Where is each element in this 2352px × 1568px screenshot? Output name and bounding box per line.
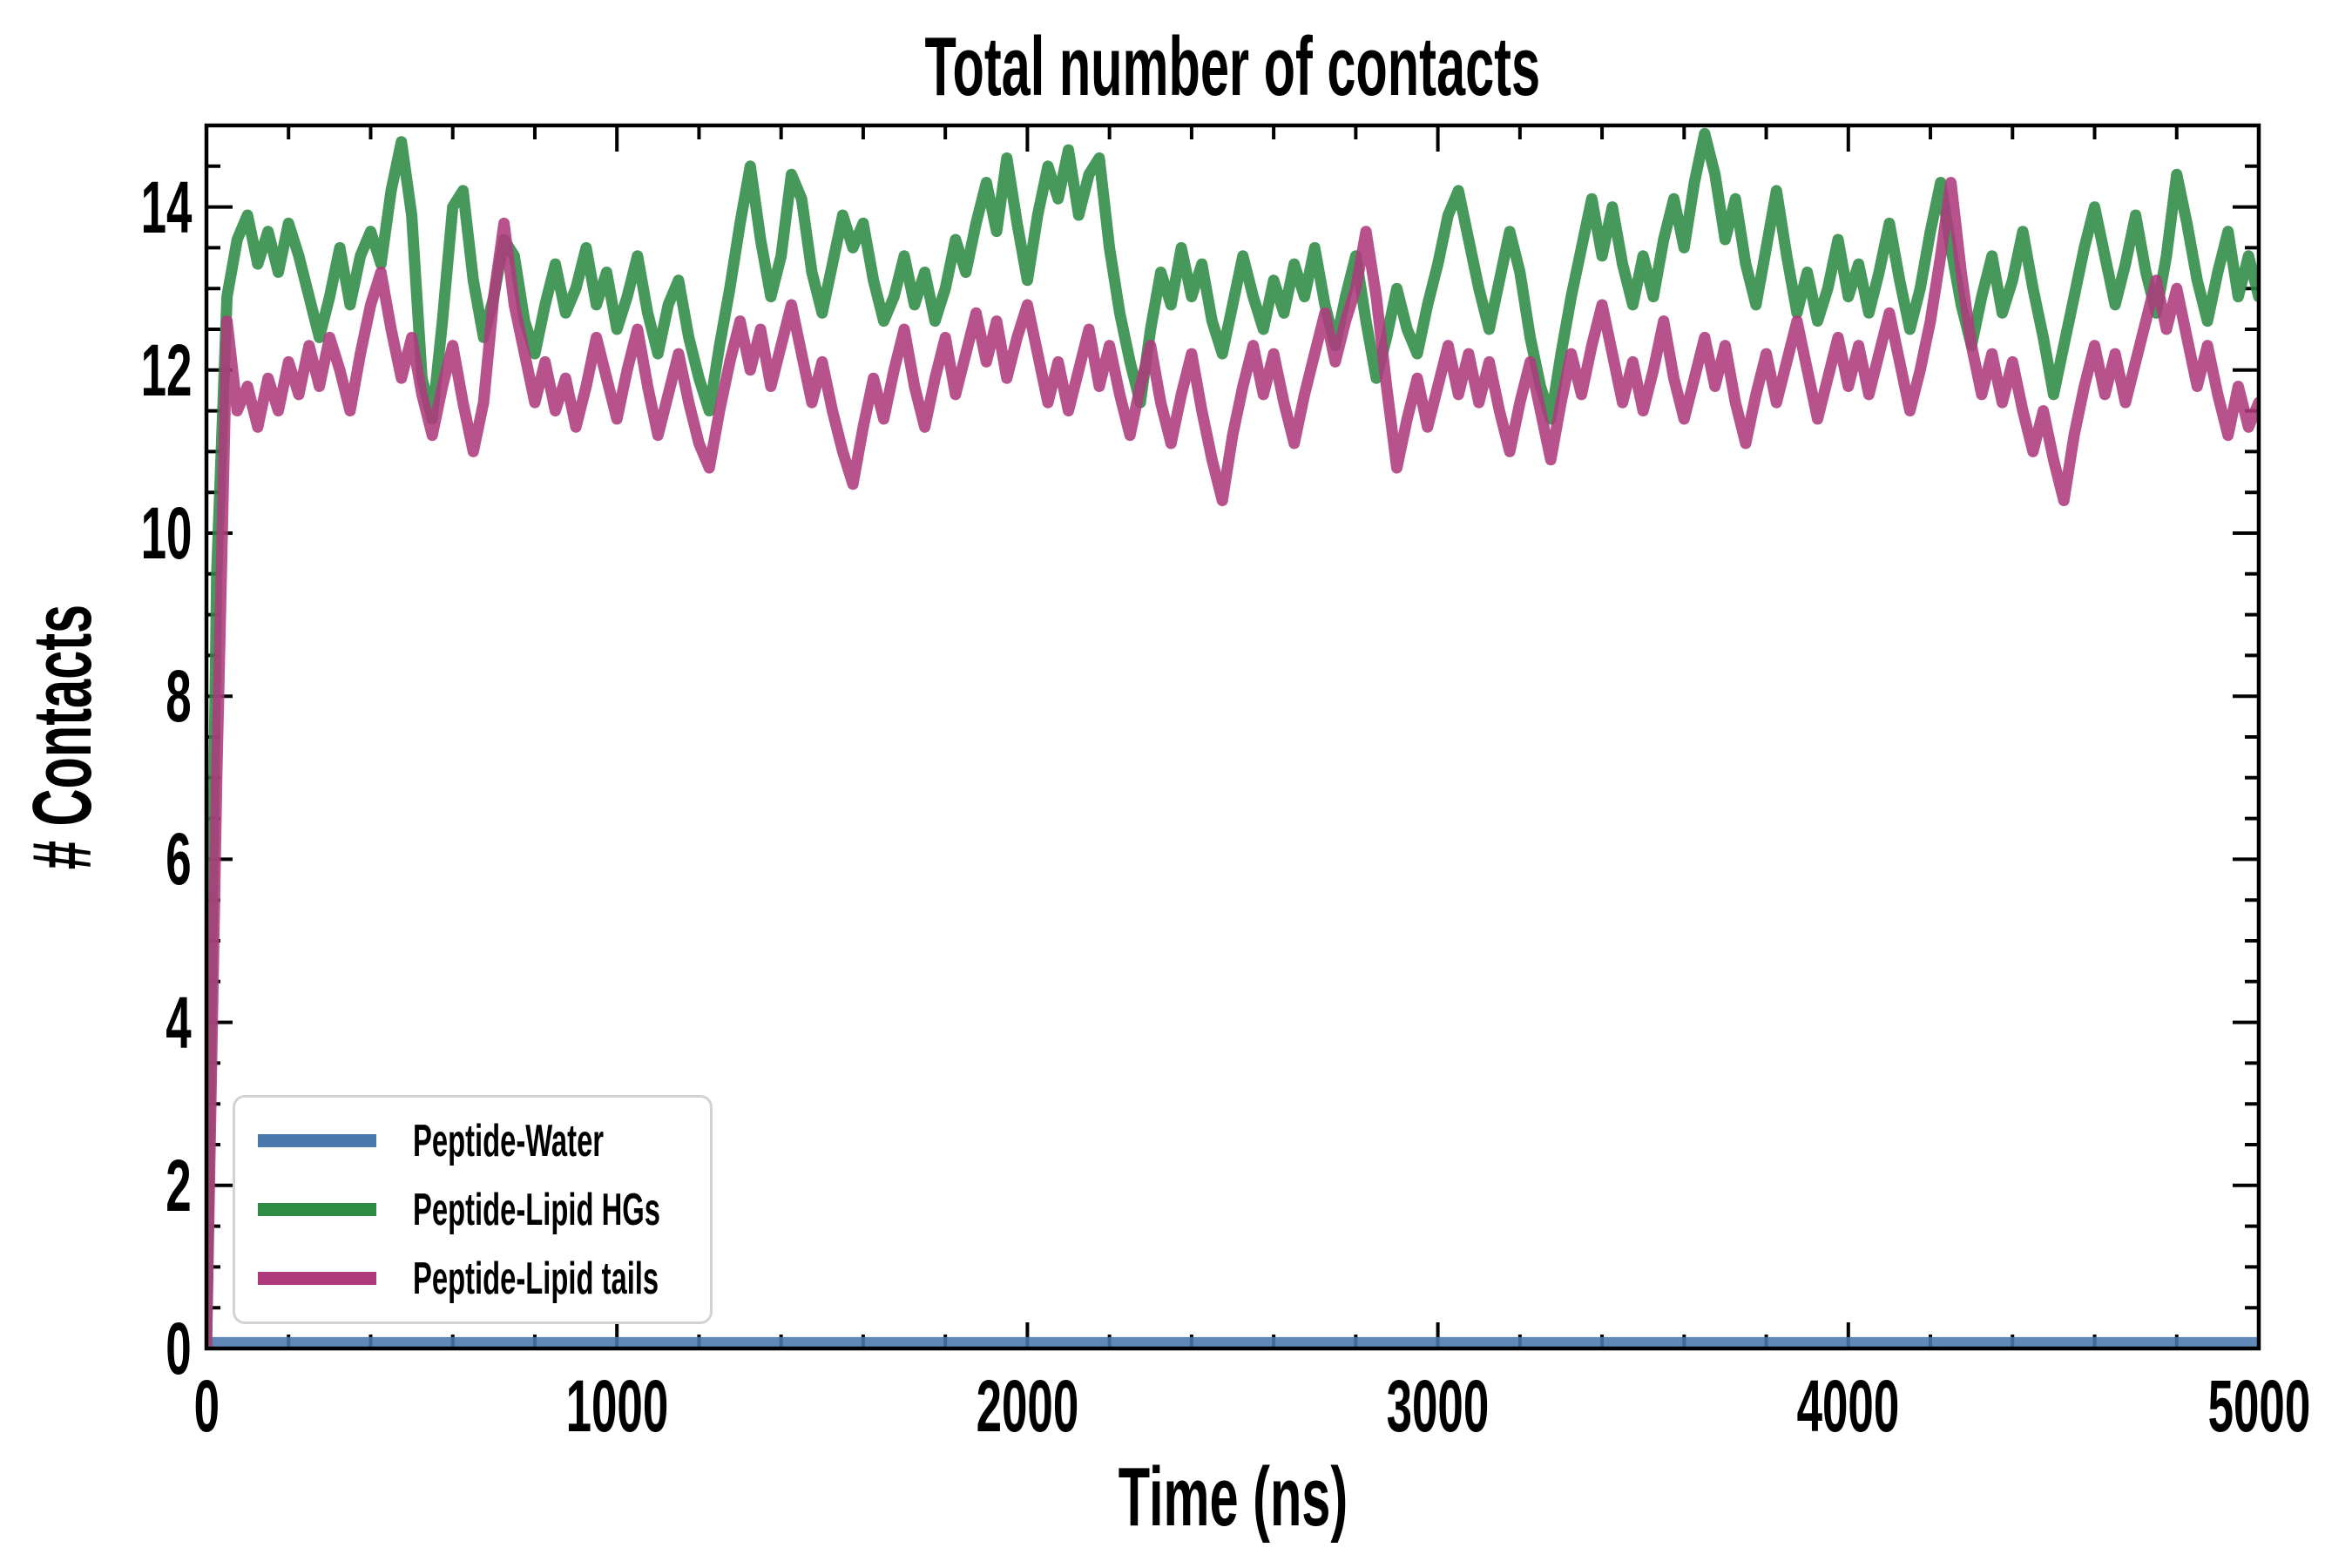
y-tick-label-text: 8 (166, 655, 192, 738)
x-tick-label-text: 5000 (2207, 1365, 2310, 1447)
y-tick-label: 12 (0, 334, 192, 407)
x-axis-label-text: Time (ns) (1118, 1450, 1348, 1544)
x-tick-label: 2000 (896, 1364, 1158, 1449)
legend-label-text: Peptide-Lipid tails (413, 1253, 659, 1304)
series-line-peptide-lipid-hgs (206, 127, 2259, 1348)
chart-title-text: Total number of contacts (924, 20, 1541, 113)
x-tick-label: 4000 (1718, 1364, 1979, 1449)
x-tick-label-text: 3000 (1386, 1365, 1490, 1447)
x-tick-label: 1000 (486, 1364, 747, 1449)
y-tick-label-text: 0 (166, 1308, 192, 1389)
y-tick-label: 2 (0, 1149, 192, 1222)
x-tick-label: 3000 (1308, 1364, 1569, 1449)
y-tick-label: 6 (0, 822, 192, 896)
y-tick-label: 10 (0, 497, 192, 570)
y-tick-label: 4 (0, 986, 192, 1059)
legend-swatch-peptide-lipid-hgs (258, 1203, 376, 1216)
y-tick-label: 0 (0, 1312, 192, 1385)
legend-label-peptide-lipid-hgs: Peptide-Lipid HGs (413, 1184, 806, 1236)
legend-label-peptide-water: Peptide-Water (413, 1115, 716, 1167)
legend-label-text: Peptide-Water (413, 1115, 605, 1166)
y-tick-label-text: 4 (166, 981, 192, 1064)
y-tick-label-text: 10 (140, 492, 192, 574)
chart-title: Total number of contacts (206, 19, 2259, 115)
y-tick-label-text: 12 (140, 328, 192, 411)
y-tick-label: 14 (0, 171, 192, 244)
x-tick-label-text: 0 (193, 1365, 220, 1447)
x-axis-label: Time (ns) (206, 1450, 2259, 1545)
plot-border (204, 123, 2261, 1351)
y-tick-label-text: 2 (166, 1144, 192, 1227)
legend-item-peptide-lipid-tails: Peptide-Lipid tails (235, 1245, 710, 1313)
y-tick-label: 8 (0, 659, 192, 733)
x-tick-label-text: 4000 (1796, 1365, 1900, 1447)
legend-label-peptide-lipid-tails: Peptide-Lipid tails (413, 1253, 803, 1305)
x-tick-label: 0 (76, 1364, 337, 1449)
legend-swatch-peptide-water (258, 1134, 376, 1147)
legend-item-peptide-lipid-hgs: Peptide-Lipid HGs (235, 1176, 710, 1244)
legend-swatch-peptide-lipid-tails (258, 1272, 376, 1285)
x-tick-label-text: 1000 (565, 1365, 669, 1447)
series-line-peptide-lipid-tails (206, 177, 2259, 1348)
legend-label-text: Peptide-Lipid HGs (413, 1184, 660, 1235)
legend-item-peptide-water: Peptide-Water (235, 1107, 710, 1175)
y-tick-label-text: 14 (140, 166, 192, 248)
legend: Peptide-Water Peptide-Lipid HGs Peptide-… (233, 1095, 713, 1324)
x-tick-label: 5000 (2128, 1364, 2352, 1449)
x-tick-label-text: 2000 (976, 1365, 1079, 1447)
y-tick-label-text: 6 (166, 818, 192, 901)
